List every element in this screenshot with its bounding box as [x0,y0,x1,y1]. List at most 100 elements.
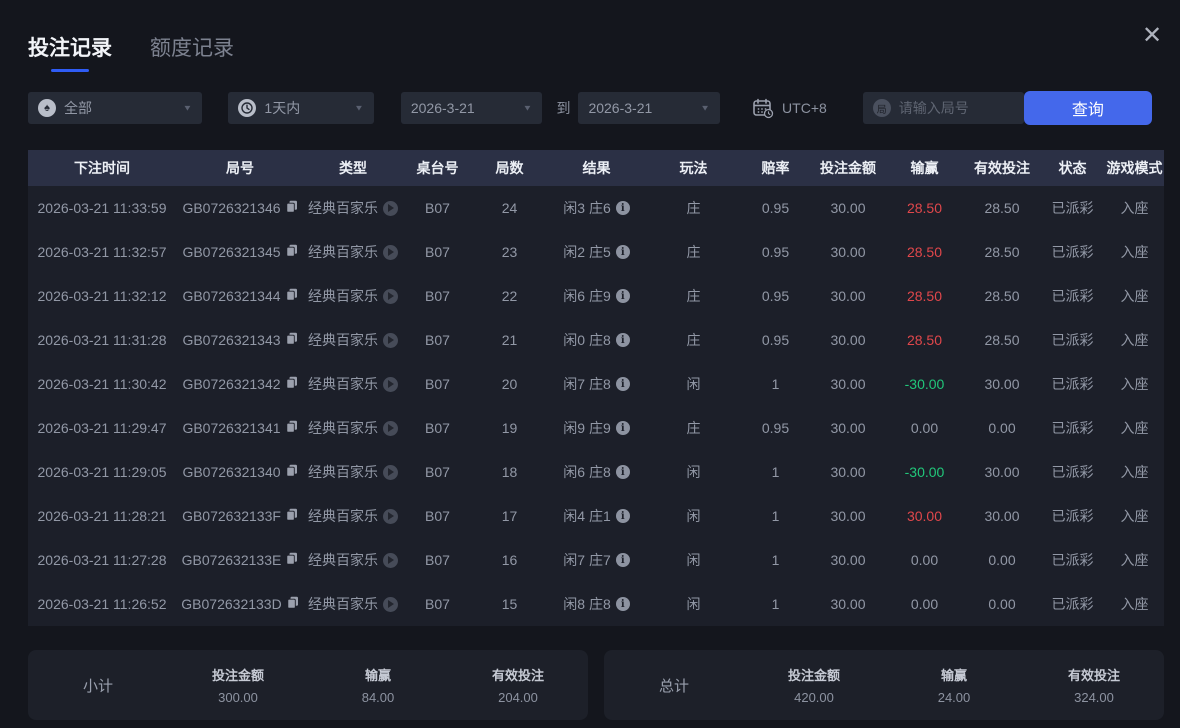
total-valid-value: 324.00 [1074,690,1114,705]
info-icon[interactable]: i [615,597,630,611]
copy-icon[interactable] [286,508,298,524]
winloss-value: 28.50 [906,244,943,260]
game-mode: 入座 [1120,288,1149,304]
filter-bar: ♠ 全部 ▼ 1天内 ▼ 2026-3-21 ▼ 到 2026-3-21 ▼ U… [28,91,1153,125]
info-icon[interactable]: i [615,509,630,523]
time-range-dropdown[interactable]: 1天内 ▼ [228,92,374,124]
winloss-value: 28.50 [906,288,943,304]
copy-icon[interactable] [285,376,298,392]
play-icon[interactable] [383,420,398,436]
subtotal-winloss-value: 84.00 [361,690,395,705]
table-row[interactable]: 2026-03-21 11:28:21 GB072632133F 经典百家乐 B… [28,494,1164,538]
status-badge: 已派彩 [1051,596,1094,612]
table-row[interactable]: 2026-03-21 11:29:47 GB0726321341 经典百家乐 B… [28,406,1164,450]
copy-icon[interactable] [287,596,299,612]
table-row[interactable]: 2026-03-21 11:26:52 GB072632133D 经典百家乐 B… [28,582,1164,626]
round-number-field[interactable]: 局 [862,92,1024,124]
winloss-value: 0.00 [910,420,939,436]
bet-time: 2026-03-21 11:26:52 [37,596,167,612]
result: 闲8 庄8 i [546,594,647,614]
table-row[interactable]: 2026-03-21 11:27:28 GB072632133E 经典百家乐 B… [28,538,1164,582]
game-type-dropdown[interactable]: ♠ 全部 ▼ [28,92,203,124]
table-number: B07 [425,420,450,436]
status-badge: 已派彩 [1051,464,1094,480]
table-number: B07 [425,376,450,392]
game-count: 23 [501,244,518,260]
result: 闲9 庄9 i [546,418,647,438]
info-icon[interactable]: i [615,553,630,567]
valid-bet: 0.00 [988,552,1016,568]
play-icon[interactable] [383,244,398,260]
play-icon[interactable] [383,288,398,304]
copy-icon[interactable] [285,244,298,260]
column-header: 状态 [1058,160,1087,176]
info-icon[interactable]: i [615,289,630,303]
bet-amount: 30.00 [830,508,866,524]
play-method: 闲 [686,552,701,568]
play-method: 庄 [686,200,701,216]
play-method: 庄 [686,332,701,348]
table-number: B07 [425,596,450,612]
table-row[interactable]: 2026-03-21 11:32:12 GB0726321344 经典百家乐 B… [28,274,1164,318]
play-icon[interactable] [383,376,398,392]
bet-time: 2026-03-21 11:32:12 [37,288,167,304]
copy-icon[interactable] [285,288,298,304]
game-type: 经典百家乐 [304,594,402,614]
bet-records-table: 下注时间 局号 类型 桌台号 局数 结果 玩法 赔率 投注金额 输赢 有效投注 状态 游戏模式 2026… [28,150,1164,626]
subtotal-panel: 小计 投注金额 300.00 输赢 84.00 有效投注 204.00 [28,650,588,720]
table-row[interactable]: 2026-03-21 11:31:28 GB0726321343 经典百家乐 B… [28,318,1164,362]
copy-icon[interactable] [285,332,298,348]
copy-icon[interactable] [285,200,298,216]
status-badge: 已派彩 [1051,200,1094,216]
table-row[interactable]: 2026-03-21 11:33:59 GB0726321346 经典百家乐 B… [28,186,1164,230]
date-to-picker[interactable]: 2026-3-21 ▼ [578,92,721,124]
play-icon[interactable] [383,464,398,480]
winloss-value: 28.50 [906,200,943,216]
close-icon[interactable]: ✕ [1141,22,1163,49]
play-icon[interactable] [383,200,398,216]
search-button[interactable]: 查询 [1023,91,1153,125]
info-icon[interactable]: i [615,201,630,215]
game-mode: 入座 [1120,420,1149,436]
game-mode: 入座 [1120,508,1149,524]
odds: 0.95 [761,332,790,348]
copy-icon[interactable] [285,464,298,480]
round-number-input[interactable] [898,100,1014,116]
copy-icon[interactable] [286,552,298,568]
game-type: 经典百家乐 [304,418,402,438]
total-amount-label: 投注金额 [787,668,840,683]
total-label: 总计 [658,677,689,695]
status-badge: 已派彩 [1051,288,1094,304]
info-icon[interactable]: i [615,421,630,435]
info-icon[interactable]: i [615,465,630,479]
column-header: 类型 [339,160,367,176]
table-header-row: 下注时间 局号 类型 桌台号 局数 结果 玩法 赔率 投注金额 输赢 有效投注 状态 游戏模式 [28,150,1164,186]
info-icon[interactable]: i [615,245,630,259]
tab-bet-records[interactable]: 投注记录 [28,32,112,72]
info-icon[interactable]: i [615,377,630,391]
play-icon[interactable] [383,552,398,568]
calendar-clock-icon [753,98,774,119]
play-icon[interactable] [383,332,398,348]
status-badge: 已派彩 [1051,420,1094,436]
odds: 0.95 [761,200,790,216]
bet-amount: 30.00 [830,376,866,392]
odds: 1 [771,596,780,612]
table-row[interactable]: 2026-03-21 11:29:05 GB0726321340 经典百家乐 B… [28,450,1164,494]
date-from-picker[interactable]: 2026-3-21 ▼ [400,92,543,124]
chevron-down-icon: ▼ [700,103,711,113]
game-count: 17 [501,508,518,524]
tab-quota-records[interactable]: 额度记录 [150,37,234,60]
copy-icon[interactable] [285,420,298,436]
result: 闲0 庄8 i [546,330,647,350]
play-icon[interactable] [383,508,398,524]
info-icon[interactable]: i [615,333,630,347]
winloss-value: 30.00 [906,508,943,524]
play-icon[interactable] [383,596,398,612]
play-method: 庄 [686,244,701,260]
table-row[interactable]: 2026-03-21 11:30:42 GB0726321342 经典百家乐 B… [28,362,1164,406]
column-header: 玩法 [679,160,708,176]
table-row[interactable]: 2026-03-21 11:32:57 GB0726321345 经典百家乐 B… [28,230,1164,274]
round-number: GB0726321342 [176,376,304,392]
game-mode: 入座 [1120,376,1149,392]
